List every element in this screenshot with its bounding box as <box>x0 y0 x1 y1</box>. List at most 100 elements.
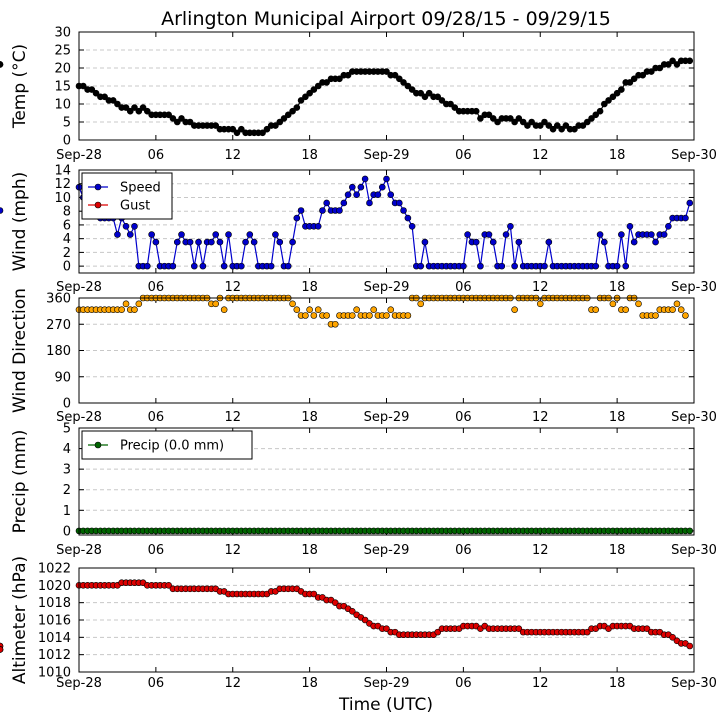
data-point <box>635 300 642 308</box>
data-point <box>605 97 612 104</box>
y-tick-label: 0 <box>63 397 71 412</box>
data-point <box>596 231 604 238</box>
data-point <box>592 262 600 270</box>
data-point <box>477 115 484 122</box>
data-point <box>438 97 446 104</box>
data-point <box>434 93 442 101</box>
data-point <box>613 89 621 97</box>
x-tick-label: Sep-29 <box>364 543 410 558</box>
y-tick-label: 270 <box>46 318 71 333</box>
data-point <box>302 93 309 101</box>
plot-frame <box>78 567 695 673</box>
data-point <box>665 61 672 68</box>
data-point <box>0 61 4 68</box>
data-point <box>122 223 130 230</box>
data-point <box>630 238 638 246</box>
data-point <box>511 262 518 270</box>
data-point <box>489 238 497 246</box>
x-tick-label: 12 <box>224 410 241 425</box>
data-point <box>259 129 266 137</box>
y-tick-label: 1020 <box>38 579 71 594</box>
data-point <box>284 262 292 270</box>
data-point <box>374 191 382 199</box>
data-point <box>669 634 676 641</box>
data-point <box>165 111 172 119</box>
y-axis-label: Precip (mm) <box>10 430 30 534</box>
data-point <box>592 306 600 313</box>
data-point <box>212 231 220 238</box>
y-tick-label: 360 <box>46 292 71 307</box>
y-tick-label: 3 <box>63 463 71 478</box>
data-point <box>656 64 664 72</box>
data-point <box>682 312 689 319</box>
data-point <box>639 71 647 79</box>
legend-box <box>81 430 253 460</box>
x-tick-label: Sep-30 <box>671 543 717 558</box>
data-point <box>477 262 484 270</box>
data-point <box>460 262 467 270</box>
data-point <box>169 115 177 122</box>
x-tick-label: 06 <box>148 148 165 163</box>
data-point <box>447 100 454 108</box>
data-point <box>536 122 544 129</box>
data-point <box>489 115 497 122</box>
y-tick-label: 2 <box>63 483 71 498</box>
data-point <box>114 231 121 238</box>
data-point <box>682 214 689 222</box>
y-tick-label: 1 <box>63 504 71 519</box>
data-point <box>186 238 194 246</box>
y-tick-label: 14 <box>54 164 71 179</box>
data-point <box>472 238 480 246</box>
data-point <box>404 82 412 90</box>
data-point <box>314 223 322 230</box>
data-point <box>319 207 326 214</box>
data-point <box>541 118 548 126</box>
data-point <box>208 238 215 246</box>
data-point <box>485 231 493 238</box>
data-point <box>323 312 330 319</box>
legend-swatch-marker <box>94 441 102 449</box>
data-point <box>302 312 309 319</box>
data-point <box>408 223 416 230</box>
data-point <box>545 122 553 129</box>
y-tick-label: 2 <box>63 246 71 261</box>
data-point <box>220 306 228 313</box>
data-point <box>336 207 343 214</box>
legend-entry: Gust <box>120 199 150 214</box>
data-point <box>383 312 390 319</box>
x-tick-label: 12 <box>532 410 549 425</box>
y-tick-label: 5 <box>63 116 71 131</box>
data-point <box>126 107 134 115</box>
x-tick-label: 06 <box>455 543 472 558</box>
x-tick-label: 18 <box>301 148 318 163</box>
data-point <box>297 97 305 104</box>
data-point <box>408 86 416 93</box>
data-point <box>131 104 138 111</box>
data-point <box>0 646 4 653</box>
data-point <box>79 82 87 90</box>
plot-frame <box>78 427 695 536</box>
y-tick-label: 4 <box>63 232 71 247</box>
data-point <box>191 262 198 270</box>
y-tick-label: 10 <box>54 98 71 113</box>
data-point <box>92 89 100 97</box>
x-tick-label: 12 <box>532 280 549 295</box>
data-point <box>601 100 608 108</box>
x-tick-label: Sep-29 <box>364 410 410 425</box>
data-point <box>361 175 369 183</box>
data-point <box>648 68 655 75</box>
data-point <box>609 93 617 101</box>
x-tick-label: 06 <box>148 543 165 558</box>
data-point <box>626 79 634 86</box>
data-point <box>139 104 147 111</box>
data-point <box>152 238 160 246</box>
data-point <box>348 608 356 615</box>
data-point <box>310 86 318 93</box>
data-point <box>421 93 429 101</box>
data-point <box>515 115 523 122</box>
data-point <box>515 238 523 246</box>
data-point <box>186 118 194 126</box>
data-point <box>464 231 471 238</box>
y-tick-label: 1014 <box>38 631 71 646</box>
